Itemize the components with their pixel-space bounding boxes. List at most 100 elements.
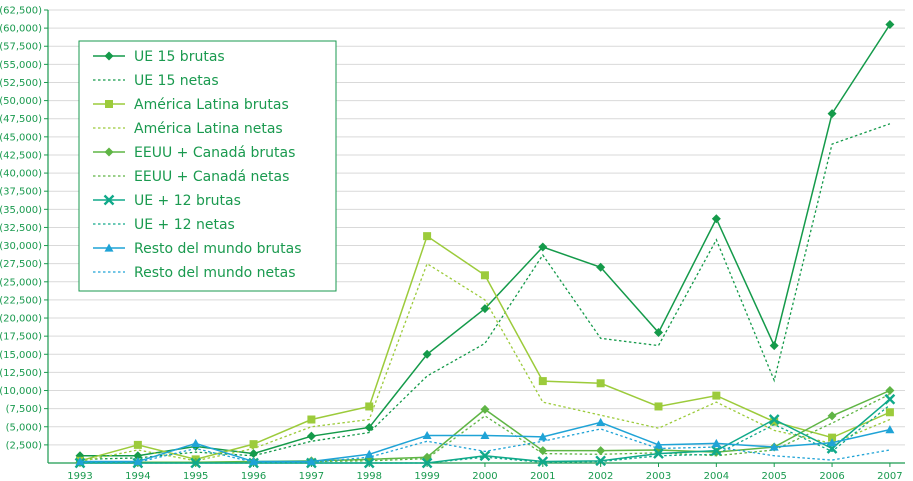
x-tick-label: 2001 [530,471,555,481]
y-tick-label: (42,500) [0,150,42,161]
data-point [768,414,780,425]
data-point [770,417,779,426]
y-tick-label: (27,500) [0,259,42,270]
series-line [80,428,891,463]
y-tick-label: (52,500) [0,78,42,89]
data-point [711,214,721,224]
legend-entry: América Latina netas [93,121,283,137]
y-tick-label: (37,500) [0,187,42,198]
y-tick-label: (7,500) [6,404,43,415]
x-tick-label: 1997 [299,471,324,481]
legend-label: América Latina brutas [134,97,289,113]
legend-marker [105,100,113,108]
legend-entry: UE + 12 brutas [93,193,241,209]
data-point [595,455,606,467]
data-point [827,109,837,119]
legend-entry: América Latina brutas [93,97,289,113]
x-marker-stroke [479,450,491,462]
data-series [74,19,896,469]
series-line [79,262,891,463]
legend-label: América Latina netas [134,121,283,137]
data-point [885,408,894,417]
y-tick-label: (47,500) [0,114,42,125]
data-point [885,425,895,434]
data-point [769,442,779,451]
y-tick-label: (17,500) [0,332,42,343]
data-point [654,440,663,449]
y-tick-label: (12,500) [0,368,42,379]
x-tick-label: 1994 [125,471,150,481]
data-point [75,457,85,466]
x-tick-label: 1999 [414,471,439,481]
data-point [363,457,375,469]
data-point [596,446,606,456]
data-point [307,415,316,424]
series-line [80,404,891,464]
y-tick-label: (45,000) [0,132,42,143]
x-tick-label: 2000 [472,471,497,481]
y-tick-label: (40,000) [0,169,42,180]
data-point [537,456,549,467]
legend-entry: EEUU + Canadá netas [93,169,289,185]
data-point [191,438,201,448]
x-marker-stroke [103,194,115,206]
data-point [364,449,374,458]
y-axis-tick-labels: (2,500) (5,000) (7,500) (10,000) (12,500) (15… [0,6,42,452]
data-point [711,438,721,448]
legend-entry: EEUU + Canadá brutas [93,145,295,161]
data-point [249,457,259,466]
data-point [596,417,606,427]
y-tick-label: (5,000) [6,422,43,433]
series-line [80,393,891,464]
y-tick-label: (20,000) [0,314,42,325]
x-marker-stroke [595,455,606,467]
data-point [306,457,316,466]
legend-marker [103,194,115,206]
legend-label: Resto del mundo brutas [134,241,302,257]
data-point [306,431,316,441]
data-point [769,341,779,351]
x-marker-stroke [363,457,375,469]
legend-label: Resto del mundo netas [134,265,296,281]
data-point [538,432,548,441]
x-marker-stroke [884,393,896,405]
x-tick-label: 2005 [761,471,786,481]
data-point [133,440,142,449]
y-tick-label: (50,000) [0,96,42,107]
data-point [480,430,490,440]
x-tick-label: 1995 [183,471,208,481]
data-point [596,262,606,272]
y-tick-label: (10,000) [0,386,42,397]
legend: UE 15 brutas UE 15 netas América Latina br… [78,40,337,292]
series-eeuu-canad-netas [80,393,891,464]
y-tick-label: (62,500) [0,6,42,17]
data-point [827,438,837,447]
data-point [654,402,663,411]
y-tick-label: (25,000) [0,277,42,288]
x-tick-label: 2004 [704,471,729,481]
y-tick-label: (35,000) [0,205,42,216]
data-point [480,271,489,280]
series-ue-12-netas [80,404,891,464]
x-tick-label: 2002 [588,471,613,481]
series-resto-del-mundo-brutas [75,417,895,466]
x-marker-stroke [537,456,549,467]
x-tick-label: 1998 [357,471,382,481]
data-point [479,450,491,462]
legend-marker [104,147,114,157]
x-tick-label: 1993 [67,471,92,481]
data-point [133,457,143,466]
series-resto-del-mundo-netas [80,428,891,463]
legend-entry: Resto del mundo brutas [93,241,302,257]
x-tick-label: 2006 [819,471,844,481]
data-point [884,393,896,405]
legend-entry: UE 15 netas [93,73,219,89]
legend-label: UE + 12 brutas [134,193,241,209]
legend-entry: UE 15 brutas [93,49,225,65]
data-point [422,430,432,440]
data-point [480,404,490,414]
x-axis-tick-labels: 1993 1994 1995 1996 1997 1998 1999 2000 2001 2002… [67,471,902,481]
y-tick-label: (22,500) [0,295,42,306]
legend-marker [104,51,114,61]
